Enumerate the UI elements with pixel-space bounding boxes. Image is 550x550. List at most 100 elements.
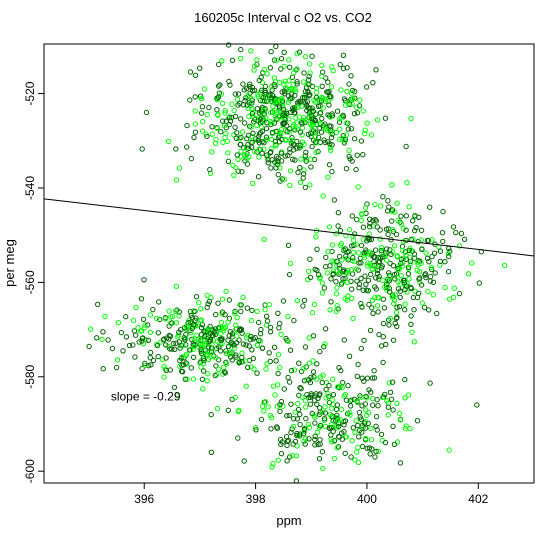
scatter-point (367, 451, 373, 457)
scatter-point (326, 102, 332, 108)
scatter-point (386, 204, 392, 210)
scatter-point (166, 308, 172, 314)
scatter-point (301, 70, 307, 76)
scatter-point (257, 130, 264, 136)
scatter-point (312, 117, 318, 123)
scatter-point (214, 405, 221, 412)
scatter-point (414, 267, 420, 273)
scatter-point (295, 169, 301, 176)
scatter-point (280, 298, 287, 304)
scatter-point (427, 273, 434, 280)
scatter-point (219, 336, 225, 342)
scatter-point (250, 355, 257, 362)
scatter-point (291, 106, 297, 113)
scatter-point (361, 337, 367, 344)
scatter-point (251, 63, 258, 69)
scatter-point (378, 244, 385, 251)
scatter-point (216, 366, 222, 372)
scatter-point (142, 322, 148, 328)
scatter-point (192, 308, 198, 315)
scatter-point (344, 270, 351, 276)
scatter-point (380, 194, 386, 200)
scatter-point (169, 346, 175, 352)
scatter-point (413, 225, 419, 231)
scatter-point (316, 125, 322, 131)
scatter-point (204, 133, 210, 140)
scatter-point (326, 162, 333, 168)
scatter-point (446, 296, 453, 302)
scatter-point (300, 117, 306, 124)
scatter-point (191, 134, 197, 141)
scatter-point (232, 91, 239, 97)
scatter-point (358, 300, 364, 307)
scatter-point (180, 343, 186, 349)
scatter-point (314, 401, 320, 408)
scatter-point (238, 46, 244, 53)
scatter-point (345, 257, 351, 263)
scatter-point (391, 300, 397, 307)
scatter-point (281, 120, 287, 126)
scatter-point (342, 275, 348, 282)
slope-annotation: slope = -0.29 (111, 389, 181, 403)
scatter-point (323, 264, 329, 270)
scatter-point (354, 449, 360, 455)
scatter-point (285, 93, 292, 99)
scatter-point (255, 92, 261, 98)
scatter-point (190, 376, 197, 382)
scatter-point (223, 288, 229, 295)
scatter-point (317, 374, 324, 380)
scatter-point (400, 238, 407, 245)
scatter-point (369, 297, 376, 304)
scatter-point (314, 246, 320, 253)
scatter-point (259, 87, 265, 94)
scatter-point (197, 341, 204, 347)
scatter-point (234, 130, 240, 136)
scatter-point (239, 169, 245, 175)
scatter-point (189, 336, 195, 343)
scatter-point (367, 249, 373, 255)
scatter-point (372, 216, 378, 223)
scatter-point (380, 296, 387, 302)
scatter-point (378, 343, 385, 349)
x-tick-label: 398 (246, 492, 266, 506)
scatter-point (428, 264, 434, 270)
scatter-point (278, 441, 284, 448)
scatter-point (326, 399, 333, 406)
scatter-point (340, 65, 347, 72)
scatter-point (244, 136, 250, 142)
scatter-point (278, 398, 285, 405)
scatter-point (249, 144, 255, 150)
scatter-point (291, 121, 297, 128)
scatter-point (348, 73, 354, 79)
scatter-point (402, 395, 408, 401)
scatter-point (297, 179, 304, 186)
scatter-point (173, 340, 179, 346)
scatter-point (307, 379, 314, 386)
scatter-point (350, 237, 357, 243)
scatter-point (273, 43, 279, 50)
scatter-point (323, 254, 329, 261)
scatter-point (308, 130, 314, 137)
scatter-point (251, 148, 258, 155)
scatter-point (219, 296, 226, 302)
scatter-point (245, 142, 251, 148)
scatter-point (302, 344, 309, 350)
scatter-point (268, 48, 274, 55)
scatter-point (270, 103, 276, 110)
scatter-point (319, 449, 326, 455)
scatter-point (288, 429, 294, 436)
scatter-point (224, 361, 230, 367)
scatter-point (221, 325, 227, 331)
scatter-point (312, 414, 318, 420)
scatter-point (358, 275, 364, 282)
scatter-point (190, 346, 196, 353)
scatter-point (126, 342, 133, 349)
scatter-point (314, 267, 320, 273)
scatter-point (372, 201, 378, 208)
scatter-point (249, 307, 255, 314)
scatter-point (358, 345, 364, 352)
scatter-point (267, 118, 274, 125)
scatter-point (336, 270, 343, 276)
scatter-point (359, 304, 365, 310)
scatter-point (241, 145, 247, 151)
